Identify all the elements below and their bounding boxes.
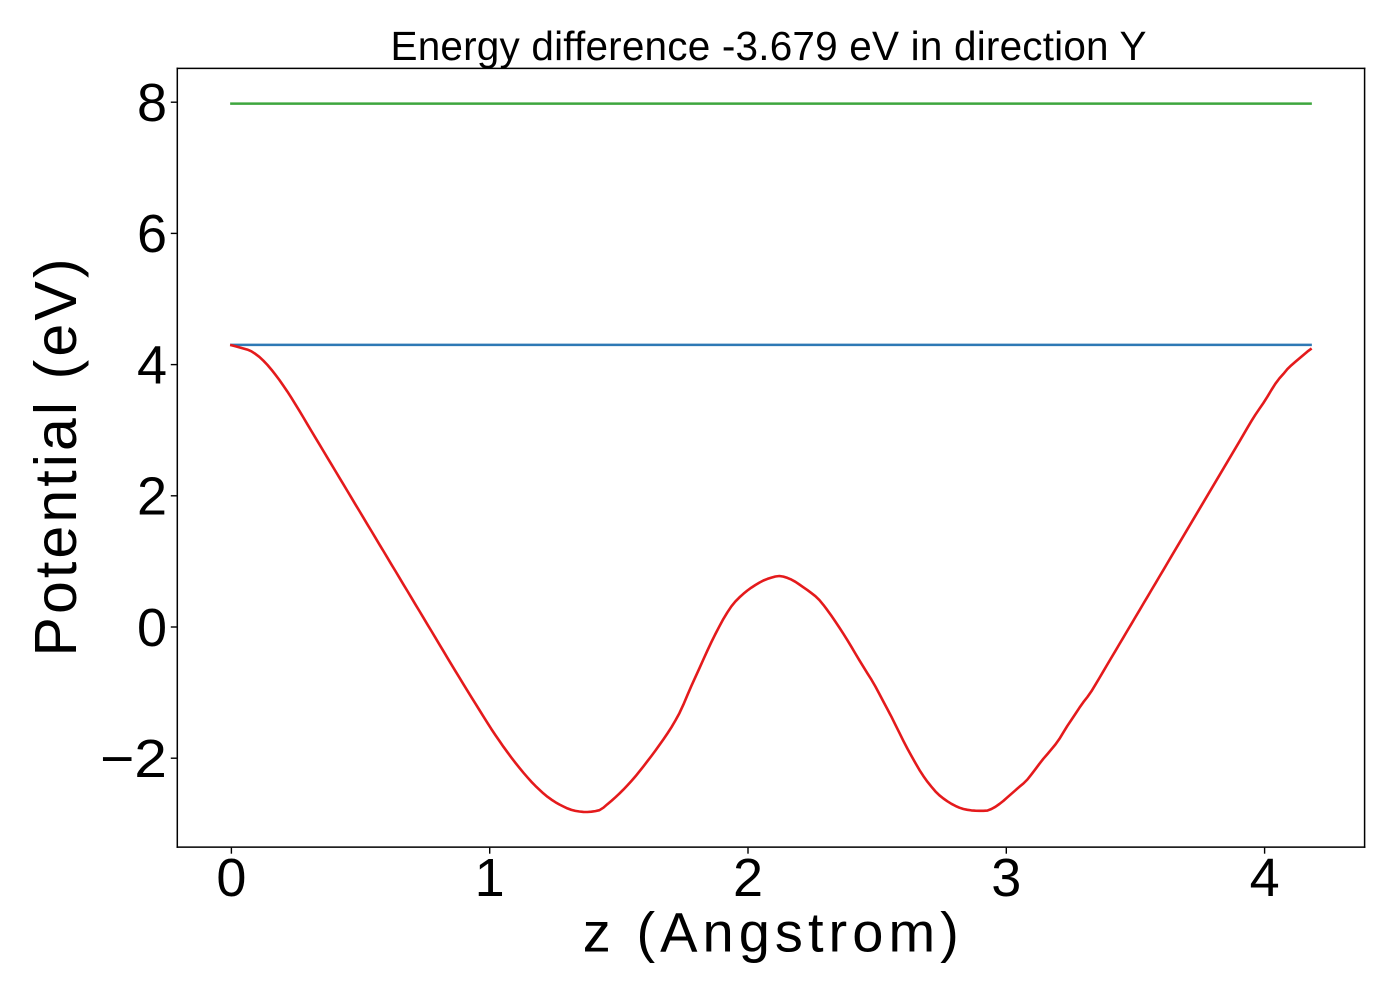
svg-text:Potential (eV): Potential (eV): [23, 259, 89, 657]
svg-text:−2: −2: [100, 729, 167, 789]
svg-text:0: 0: [137, 598, 167, 658]
svg-text:2: 2: [137, 467, 167, 527]
svg-text:1: 1: [475, 848, 505, 908]
svg-text:4: 4: [1250, 848, 1280, 908]
svg-text:Energy difference -3.679 eV in: Energy difference -3.679 eV in direction…: [391, 23, 1147, 69]
svg-text:3: 3: [991, 848, 1021, 908]
svg-text:8: 8: [137, 73, 167, 133]
svg-text:4: 4: [137, 335, 167, 395]
svg-text:2: 2: [733, 848, 763, 908]
svg-text:6: 6: [137, 204, 167, 264]
svg-text:0: 0: [216, 848, 246, 908]
